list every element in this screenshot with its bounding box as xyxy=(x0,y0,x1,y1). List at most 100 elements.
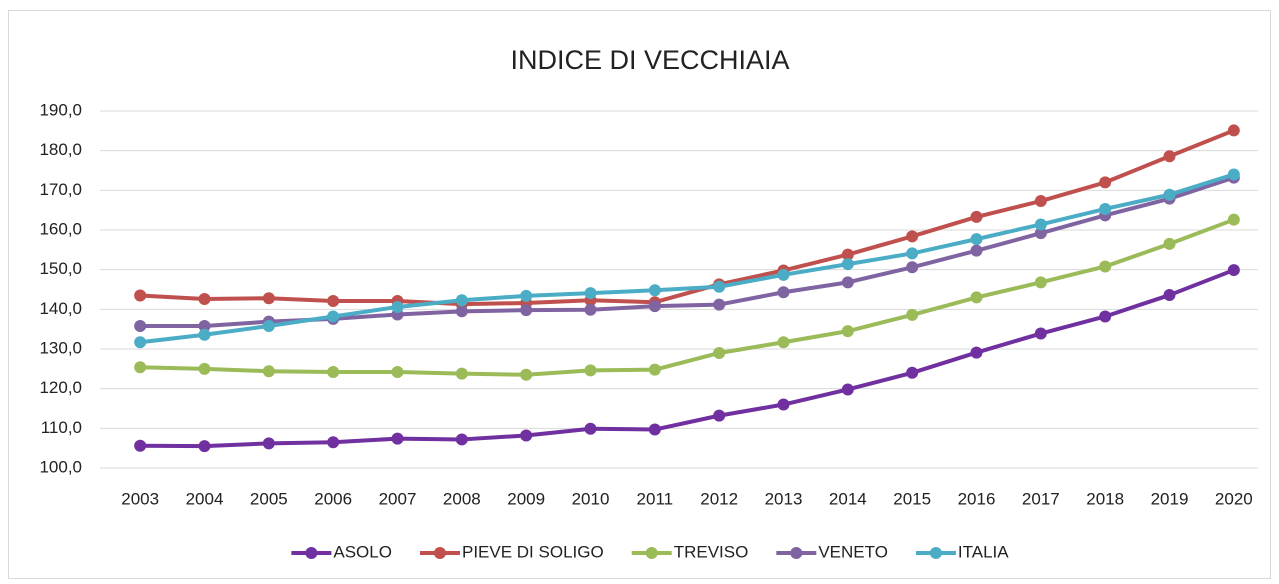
data-point xyxy=(1163,237,1176,250)
data-point xyxy=(906,366,919,379)
data-point xyxy=(198,328,211,341)
data-point xyxy=(970,210,983,223)
data-point xyxy=(648,284,661,297)
data-point xyxy=(327,310,340,323)
data-point xyxy=(1099,260,1112,273)
data-point xyxy=(1227,168,1240,181)
data-point xyxy=(134,361,147,374)
data-point xyxy=(584,303,597,316)
data-point xyxy=(1163,150,1176,163)
data-point xyxy=(1034,218,1047,231)
data-point xyxy=(1227,213,1240,226)
legend-marker xyxy=(790,547,803,559)
data-point xyxy=(713,298,726,311)
x-tick-label: 2012 xyxy=(700,489,738,508)
data-point xyxy=(906,230,919,243)
data-point xyxy=(134,336,147,349)
x-tick-label: 2017 xyxy=(1022,489,1060,508)
data-point xyxy=(455,433,468,446)
x-tick-label: 2008 xyxy=(443,489,481,508)
x-tick-label: 2015 xyxy=(893,489,931,508)
y-tick-label: 160,0 xyxy=(39,219,82,238)
data-point xyxy=(970,244,983,257)
data-point xyxy=(970,346,983,359)
series-line xyxy=(140,128,1235,307)
series-line xyxy=(140,217,1235,377)
x-tick-label: 2018 xyxy=(1086,489,1124,508)
data-point xyxy=(1034,276,1047,289)
legend-label: PIEVE DI SOLIGO xyxy=(462,542,604,561)
data-point xyxy=(906,308,919,321)
y-tick-label: 120,0 xyxy=(39,378,82,397)
data-point xyxy=(841,325,854,338)
x-tick-label: 2014 xyxy=(829,489,867,508)
x-tick-label: 2011 xyxy=(637,489,674,508)
x-tick-label: 2007 xyxy=(379,489,417,508)
data-point xyxy=(841,248,854,261)
data-point xyxy=(970,233,983,246)
data-point xyxy=(262,437,275,450)
legend-marker xyxy=(433,547,446,559)
data-point xyxy=(713,346,726,359)
data-point xyxy=(1034,195,1047,208)
data-point xyxy=(584,422,597,435)
x-tick-label: 2006 xyxy=(314,489,352,508)
legend-label: VENETO xyxy=(818,542,888,561)
y-tick-label: 180,0 xyxy=(39,140,82,159)
data-point xyxy=(455,305,468,318)
x-tick-label: 2019 xyxy=(1151,489,1189,508)
y-tick-label: 140,0 xyxy=(39,299,82,318)
data-point xyxy=(262,292,275,305)
data-point xyxy=(777,336,790,349)
data-point xyxy=(520,429,533,442)
data-point xyxy=(198,319,211,332)
chart-title: INDICE DI VECCHIAIA xyxy=(510,45,789,75)
legend-item: TREVISO xyxy=(631,542,749,561)
data-point xyxy=(648,423,661,436)
data-point xyxy=(327,295,340,308)
data-point xyxy=(906,261,919,274)
data-point xyxy=(327,366,340,379)
data-point xyxy=(906,247,919,260)
data-point xyxy=(1034,227,1047,240)
legend-item: VENETO xyxy=(776,542,888,561)
data-point xyxy=(262,319,275,332)
legend-label: ASOLO xyxy=(333,542,392,561)
data-point xyxy=(1099,176,1112,189)
legend-marker xyxy=(645,547,658,559)
data-point xyxy=(713,280,726,293)
data-point xyxy=(777,268,790,281)
data-point xyxy=(391,366,404,379)
x-tick-label: 2005 xyxy=(250,489,288,508)
data-point xyxy=(841,258,854,271)
data-point xyxy=(1227,264,1240,277)
x-tick-label: 2016 xyxy=(958,489,996,508)
data-point xyxy=(391,300,404,313)
legend-label: TREVISO xyxy=(674,542,749,561)
y-tick-label: 130,0 xyxy=(39,338,82,357)
data-point xyxy=(970,291,983,304)
data-point xyxy=(1034,327,1047,340)
data-point xyxy=(713,409,726,422)
data-point xyxy=(327,436,340,449)
data-point xyxy=(1163,188,1176,201)
data-point xyxy=(841,276,854,289)
data-point xyxy=(455,367,468,380)
data-point xyxy=(520,304,533,317)
chart-border xyxy=(8,10,1271,579)
data-point xyxy=(520,289,533,302)
data-point xyxy=(584,287,597,300)
series-line xyxy=(140,268,1235,449)
data-point xyxy=(584,364,597,377)
x-tick-label: 2020 xyxy=(1215,489,1253,508)
x-tick-label: 2010 xyxy=(572,489,610,508)
y-tick-label: 150,0 xyxy=(39,259,82,278)
data-point xyxy=(134,289,147,302)
legend-item: ITALIA xyxy=(915,542,1009,561)
data-point xyxy=(198,440,211,453)
data-point xyxy=(1099,310,1112,323)
data-point xyxy=(777,398,790,411)
x-tick-label: 2013 xyxy=(765,489,803,508)
data-point xyxy=(648,363,661,376)
